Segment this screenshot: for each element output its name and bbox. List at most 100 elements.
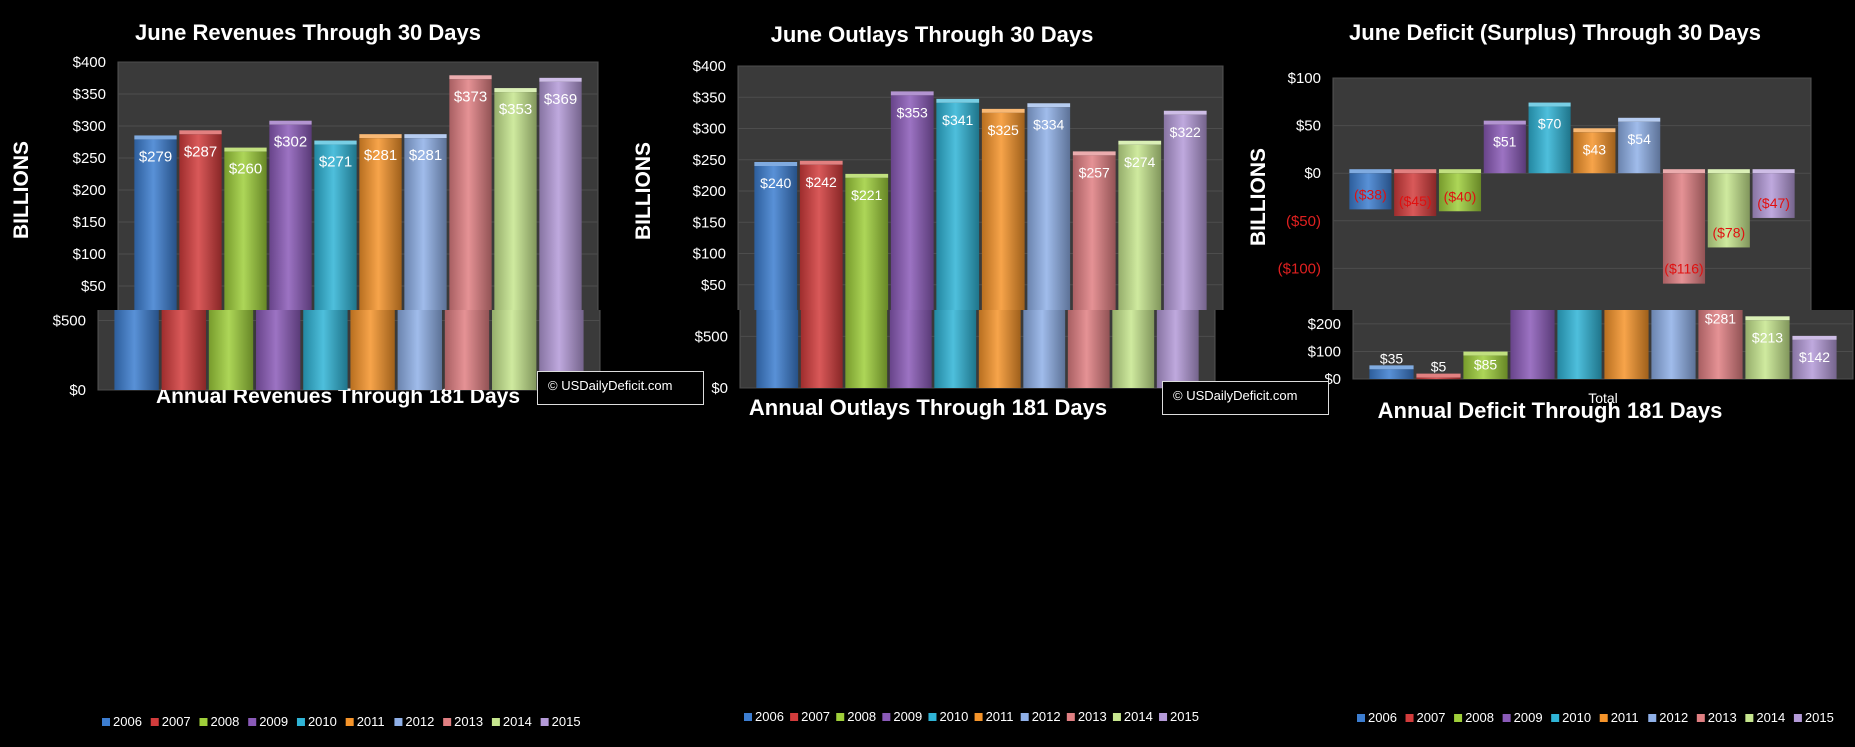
data-label: $281 [1705, 311, 1736, 327]
bar-2009 [1510, 146, 1555, 379]
data-label: $142 [1799, 349, 1830, 365]
y-tick-label: $250 [73, 150, 106, 167]
legend-swatch [1551, 714, 1560, 722]
legend-swatch [1357, 714, 1365, 722]
bar-cap [1416, 373, 1461, 378]
legend-swatch [1793, 714, 1802, 722]
chart-june-outlays: $0$50$100$150$200$250$300$350$400BILLION… [620, 0, 1235, 351]
chart-svg: $0$500$1,000$1,500$2,000BILLIONSAnnual R… [8, 104, 601, 729]
data-label: $279 [139, 148, 172, 165]
bar-cap [1573, 128, 1616, 133]
bar-2012 [404, 138, 447, 318]
bar-cap [1394, 169, 1437, 174]
data-label: $287 [184, 143, 217, 160]
legend-label: 2006 [1368, 710, 1397, 725]
legend-label: 2014 [503, 714, 532, 729]
bar-cap [1369, 365, 1414, 370]
bar-cap [1072, 151, 1116, 156]
bar-cap [1463, 351, 1508, 356]
data-label: $341 [942, 112, 973, 128]
watermark-left: © USDailyDeficit.com [537, 371, 704, 405]
legend-swatch [928, 713, 937, 721]
chart-annual-revenues: $0$500$1,000$1,500$2,000BILLIONSAnnual R… [0, 104, 620, 742]
legend-label: 2015 [552, 714, 581, 729]
y-tick-label: $100 [73, 246, 106, 263]
legend-label: 2006 [755, 709, 784, 724]
bar-cap [1438, 169, 1482, 174]
data-label: ($116) [1664, 261, 1703, 277]
bar-2008 [208, 204, 254, 390]
bar-cap [1618, 117, 1661, 122]
legend-swatch [296, 718, 305, 726]
legend-swatch [1696, 714, 1705, 722]
bar-2012 [397, 202, 442, 390]
data-label: $54 [1628, 131, 1652, 147]
bar-2008 [845, 241, 888, 388]
legend-swatch [1745, 714, 1754, 722]
bar-2013 [444, 169, 490, 390]
y-tick-label: $500 [695, 328, 728, 345]
bar-2013 [1698, 301, 1743, 379]
bar-cap [1745, 316, 1790, 321]
legend-swatch [491, 718, 500, 726]
bar-2008 [1438, 173, 1482, 212]
legend-label: 2008 [210, 714, 239, 729]
legend-label: 2012 [405, 714, 434, 729]
bar-cap [845, 173, 889, 178]
bar-cap [1118, 140, 1162, 145]
bar-2006 [754, 166, 798, 316]
bar-cap [1528, 102, 1571, 107]
legend-label: 2011 [1611, 710, 1639, 725]
bar-2010 [936, 102, 980, 316]
bar-2015 [1792, 339, 1837, 379]
bar-cap [890, 91, 934, 96]
legend-label: 2015 [1170, 709, 1199, 724]
data-label: ($78) [1712, 224, 1745, 240]
data-label: $221 [851, 187, 882, 203]
bar-cap [449, 75, 492, 80]
bar-2010 [314, 144, 357, 318]
bar-2013 [449, 79, 492, 318]
bar-cap [539, 77, 582, 82]
y-tick-label: $300 [73, 118, 106, 135]
legend-label: 2014 [1756, 710, 1785, 725]
chart-title: Annual Revenues Through 181 Days [156, 385, 520, 408]
bar-cap [404, 134, 447, 139]
y-tick-label: $0 [69, 382, 86, 399]
y-tick-label: $0 [1304, 165, 1321, 182]
data-label: ($45) [1399, 193, 1432, 209]
data-label: $281 [364, 147, 397, 164]
data-label: $242 [806, 174, 837, 190]
bar-cap [1483, 120, 1526, 125]
bar-2014 [1745, 320, 1790, 379]
y-tick-label: $0 [711, 380, 728, 397]
bar-cap [799, 160, 843, 165]
bar-2006 [114, 207, 159, 390]
bar-2011 [359, 138, 402, 318]
legend-label: 2010 [1562, 710, 1591, 725]
bar-2010 [1528, 106, 1571, 174]
legend-label: 2012 [1032, 709, 1061, 724]
y-tick-label: $50 [81, 278, 106, 295]
bar-2011 [981, 112, 1025, 316]
data-label: $274 [1124, 154, 1155, 170]
bar-2012 [1023, 189, 1066, 388]
chart-title: June Deficit (Surplus) Through 30 Days [1349, 20, 1761, 45]
bar-2015 [1156, 188, 1199, 388]
bar-2011 [1604, 205, 1649, 379]
data-label: $322 [1170, 124, 1201, 140]
bar-2007 [161, 196, 206, 390]
legend-swatch [1648, 714, 1657, 722]
bar-2009 [889, 182, 932, 388]
y-tick-label: $350 [693, 89, 726, 106]
data-label: $43 [1583, 141, 1607, 157]
data-label: $5 [1431, 359, 1447, 375]
y-tick-label: $50 [701, 277, 726, 294]
bar-2013 [1072, 155, 1116, 316]
bar-2006 [756, 248, 799, 388]
data-label: $373 [454, 88, 487, 105]
chart-title: June Revenues Through 30 Days [135, 20, 481, 45]
y-tick-label: $100 [693, 246, 726, 263]
y-tick-label: $500 [53, 313, 86, 330]
